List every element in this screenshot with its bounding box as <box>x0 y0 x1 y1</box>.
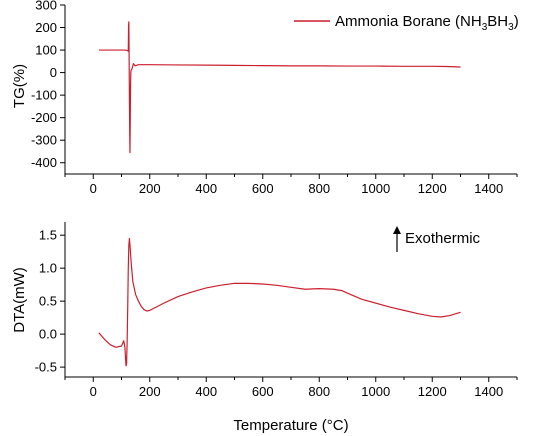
x-tick-label: 400 <box>195 181 217 196</box>
x-tick-label: 0 <box>90 384 97 399</box>
y-tick-label: 0.5 <box>39 294 57 309</box>
x-tick-label: 1000 <box>361 384 390 399</box>
exothermic-annotation: Exothermic <box>393 226 481 252</box>
legend-sub-1: 3 <box>482 22 488 33</box>
exothermic-label: Exothermic <box>405 230 481 247</box>
y-tick-label: 300 <box>35 0 57 13</box>
y-tick-label: 0 <box>50 65 57 80</box>
y-tick-label: -0.5 <box>35 360 57 375</box>
x-axis-title: Temperature (°C) <box>233 417 348 434</box>
y-tick-label: 100 <box>35 43 57 58</box>
x-tick-label: 800 <box>308 181 330 196</box>
legend-label-main: Ammonia Borane (NH <box>335 13 482 30</box>
x-tick-label: 600 <box>252 384 274 399</box>
y-tick-label: 1.0 <box>39 261 57 276</box>
x-tick-label: 1200 <box>418 181 447 196</box>
legend-sub-2: 3 <box>508 22 514 33</box>
x-tick-label: 1000 <box>361 181 390 196</box>
x-tick-label: 600 <box>252 181 274 196</box>
x-tick-label: 800 <box>308 384 330 399</box>
y-tick-label: 0.0 <box>39 327 57 342</box>
legend-label-mid: BH <box>487 13 508 30</box>
y-tick-label: -200 <box>31 110 57 125</box>
dta-y-axis-title: DTA(mW) <box>11 267 28 333</box>
y-tick-label: 200 <box>35 20 57 35</box>
y-tick-label: -400 <box>31 155 57 170</box>
legend-label: Ammonia Borane (NH3BH3) <box>335 13 519 33</box>
series-line <box>98 21 461 154</box>
x-tick-label: 1400 <box>474 384 503 399</box>
x-tick-label: 200 <box>139 384 161 399</box>
tg-panel: 0 200 400 600 800 1000 1200 14003002001000-100-… <box>31 0 518 196</box>
tg-y-axis-title: TG(%) <box>11 64 28 108</box>
arrowhead-icon <box>393 226 401 234</box>
x-tick-label: 1400 <box>474 181 503 196</box>
legend: Ammonia Borane (NH3BH3) <box>294 13 519 33</box>
y-tick-label: -100 <box>31 88 57 103</box>
x-tick-label: 200 <box>139 181 161 196</box>
y-tick-label: -300 <box>31 133 57 148</box>
x-tick-label: 0 <box>90 181 97 196</box>
y-tick-label: 1.5 <box>39 228 57 243</box>
dta-panel: 0 200 400 600 800 1000 1200 1400 1.5 1.0 0.5 0.0 -0.… <box>35 222 518 399</box>
x-tick-label: 1200 <box>418 384 447 399</box>
x-tick-label: 400 <box>195 384 217 399</box>
series-line <box>98 237 461 367</box>
legend-label-end: ) <box>514 13 519 30</box>
